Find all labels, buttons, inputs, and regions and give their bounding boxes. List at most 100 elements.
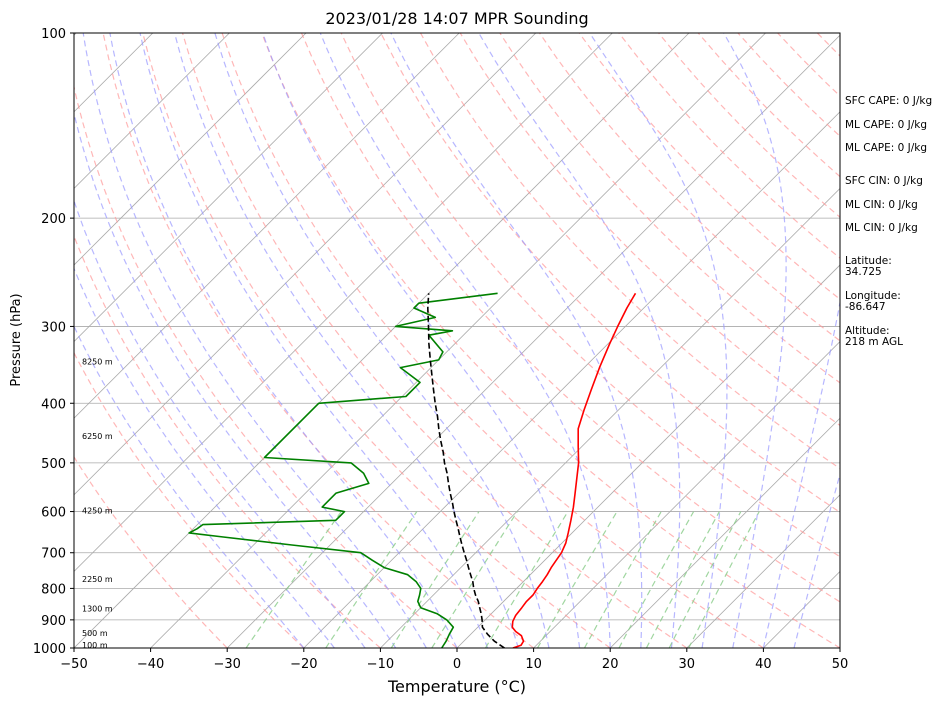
dry-adiabat-line [102,33,534,648]
height-label: 2250 m [82,575,113,584]
moist-adiabat-line [793,472,840,648]
isotherm-line [609,417,840,648]
plot-frame [73,32,841,649]
info-altitude-value: 218 m AGL [845,336,903,348]
dry-adiabat-line [74,351,305,648]
info-latitude-label: Latitude: [845,255,892,267]
x-tick-label: −20 [290,657,317,672]
moist-adiabat-line [174,33,519,648]
isotherm-line [533,341,840,648]
info-latitude-value: 34.725 [845,266,882,278]
moist-adiabat-line [214,33,550,648]
mixing-ratio-line [431,511,518,648]
isotherm-line [74,33,230,189]
x-axis: −50 −40 −30 −20 −10 0 10 20 30 40 50 [60,648,848,672]
y-tick-label: 500 [41,457,66,472]
dry-adiabat-line [74,84,458,648]
y-tick-label: 300 [41,320,66,335]
moist-adiabat-line [762,299,840,648]
isotherm-line [74,33,383,343]
y-tick-label: 600 [41,506,66,521]
mixing-ratio-line [484,511,569,648]
mixing-ratio-line [390,511,480,648]
isotherm-line [380,187,840,648]
x-tick-label: 20 [602,657,619,672]
y-tick-label: 700 [41,547,66,562]
x-tick-label: −30 [213,657,240,672]
moist-adiabat-line [74,267,335,648]
mixing-ratio-line [688,511,760,648]
isotherm-line [74,33,460,419]
height-label: 500 m [82,629,108,638]
info-panel: SFC CAPE: 0 J/kg ML CAPE: 0 J/kg ML CAPE… [845,95,932,348]
info-ml-cape-2: ML CAPE: 0 J/kg [845,142,927,154]
dry-adiabat-line [74,455,228,648]
info-ml-cin-1: ML CIN: 0 J/kg [845,199,918,211]
height-label: 6250 m [82,432,113,441]
info-longitude-label: Longitude: [845,290,901,302]
x-tick-label: −50 [60,657,87,672]
isotherm-line [150,33,766,648]
isotherm-line [686,494,840,648]
mixing-ratio-line [536,511,618,648]
y-tick-label: 1000 [33,642,66,657]
background-lines [74,33,840,648]
dry-adiabat-line [221,33,764,648]
height-label: 100 m [82,641,108,650]
x-tick-label: 40 [755,657,772,672]
moist-adiabat-line [109,33,458,648]
mixing-ratio-line [645,511,720,648]
dry-adiabat-line [142,33,611,648]
info-ml-cin-2: ML CIN: 0 J/kg [845,222,918,234]
moist-adiabat-line [589,33,728,648]
info-sfc-cin: SFC CIN: 0 J/kg [845,175,923,187]
temperature-trace [511,292,637,648]
info-sfc-cape: SFC CAPE: 0 J/kg [845,95,932,107]
moist-adiabat-line [74,198,366,648]
isotherm-line [74,33,537,496]
isotherm-line [226,34,840,648]
height-label: 8250 m [82,357,113,366]
moist-adiabat-line [319,33,611,648]
mixing-ratio-line [325,511,418,648]
height-labels: 100 m 500 m 1300 m 2250 m 4250 m 6250 m 8250 m [82,357,113,649]
height-label: 1300 m [82,604,113,613]
y-tick-label: 900 [41,614,66,629]
moist-adiabat-line [390,33,643,648]
y-axis: 1000 900 800 700 600 500 400 300 200 100 [33,27,74,657]
mixing-ratio-line [245,511,342,648]
parcel-trace [427,293,505,648]
y-axis-label: Pressure (hPa) [9,293,24,386]
moist-adiabat-line [262,33,581,648]
info-altitude-label: Altitude: [845,325,890,337]
dry-adiabat-line [261,33,840,648]
mixing-ratio-line [583,511,662,648]
mixing-ratio-line [668,511,742,648]
y-tick-label: 100 [41,27,66,42]
moist-adiabat-line [723,33,787,648]
moist-adiabat-line [139,33,489,648]
dry-adiabat-line [181,33,688,648]
moist-adiabat-line [74,110,397,648]
mixing-ratio-line [618,511,695,648]
x-tick-label: 30 [679,657,696,672]
x-tick-label: 0 [453,657,461,672]
y-tick-label: 400 [41,397,66,412]
moist-adiabat-line [478,33,681,648]
height-label: 4250 m [82,507,113,516]
dewpoint-trace [188,292,498,648]
x-tick-label: −10 [367,657,394,672]
moist-adiabat-line [82,33,427,648]
x-axis-label: Temperature (°C) [387,677,526,696]
isotherm-line [74,33,307,266]
isotherm-line [74,33,690,648]
info-longitude-value: -86.647 [845,301,886,313]
series-layer [188,292,637,648]
isotherm-line [74,33,613,572]
y-tick-label: 800 [41,582,66,597]
y-tick-label: 200 [41,212,66,227]
dry-adiabat-line [578,33,840,300]
chart-title: 2023/01/28 14:07 MPR Sounding [325,9,588,28]
x-tick-label: 10 [525,657,542,672]
